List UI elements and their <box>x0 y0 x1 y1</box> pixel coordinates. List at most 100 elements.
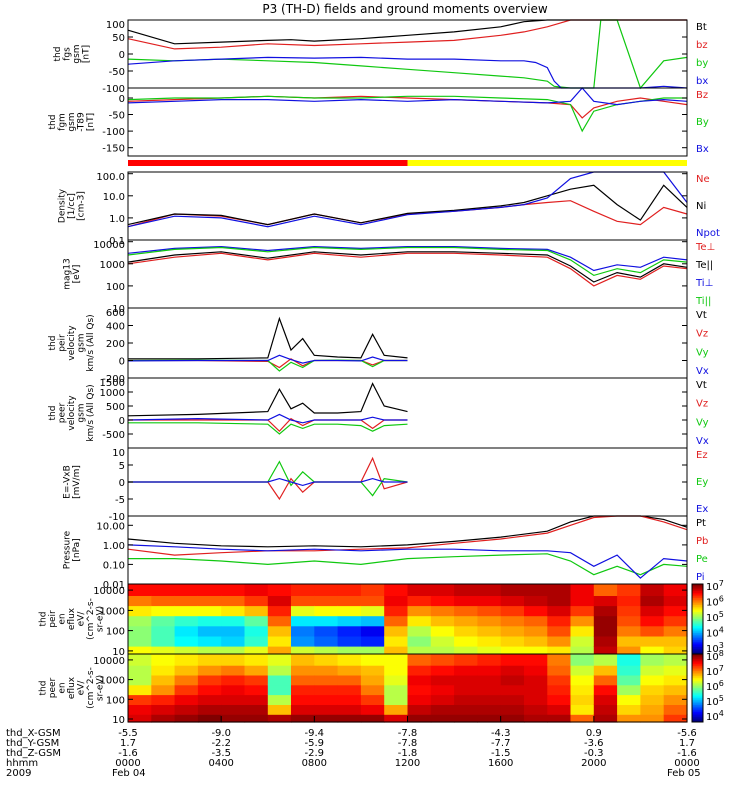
spectrogram-cell <box>524 605 548 617</box>
spectrogram-cell <box>593 714 618 723</box>
y-tick-label: 100 <box>106 20 125 31</box>
spectrogram-cell <box>291 635 315 647</box>
colorbar-step <box>692 705 703 708</box>
spectrogram-cell <box>593 654 618 666</box>
spectrogram-cell <box>197 684 222 696</box>
spectrogram-cell <box>291 674 315 686</box>
y-axis-label-line: thd <box>48 406 58 421</box>
colorbar-step <box>692 626 703 629</box>
y-ticks: 0.01 0.10 1.00 10.00 <box>96 521 687 591</box>
spectrogram-cell <box>617 646 641 655</box>
spectrogram-cell <box>593 674 618 686</box>
spectrogram-cell <box>640 625 665 637</box>
spectrogram-cell <box>663 704 688 715</box>
spectrogram-cell <box>128 595 152 607</box>
y-axis-label: thd peer velocity gsm km/s (All Qs) <box>48 384 96 441</box>
spectrogram-cell <box>524 704 548 715</box>
ephemeris-row-label: thd_Y-GSM <box>6 738 59 749</box>
spectrogram-cell <box>454 635 478 647</box>
spectrogram-cell <box>454 714 478 723</box>
spectrogram-cell <box>384 684 409 696</box>
legend-entry: Bx <box>696 144 709 155</box>
series-lines <box>127 382 408 435</box>
spectrogram-cell <box>151 684 176 696</box>
spectrogram-cell <box>663 635 688 647</box>
series-line-Te|| <box>127 251 688 283</box>
y-axis-label-line: km/s (All Qs) <box>86 314 96 371</box>
series-line-Ey <box>128 460 408 497</box>
y-tick-label: 500 <box>106 402 125 413</box>
ephemeris-value: -7.8 <box>398 738 418 749</box>
spectrogram-cell <box>267 605 292 617</box>
colorbar-step <box>692 633 703 636</box>
spectrogram-cell <box>128 625 152 637</box>
y-tick-label: -500 <box>102 430 125 441</box>
colorbar-label-exponent: 5 <box>719 610 724 619</box>
panel-frame <box>127 171 688 241</box>
y-tick-label: 0.10 <box>103 560 125 571</box>
spectrogram-cell <box>663 615 688 627</box>
ephemeris-value: -0.3 <box>584 748 604 759</box>
y-axis-label-line: gsm <box>67 112 77 131</box>
y-axis-label-line: (cm^2-s- <box>86 598 96 640</box>
spectrogram-cell <box>244 625 269 637</box>
colorbar-label-exponent: 4 <box>719 709 724 718</box>
spectrogram-cell <box>221 654 246 666</box>
legend-entry: Pi <box>696 572 705 583</box>
spectrogram-cell <box>314 674 339 686</box>
spectrogram-cell <box>617 584 641 596</box>
spectrogram-cell <box>454 654 478 666</box>
spectrogram-cell <box>663 694 688 705</box>
spectrogram-cell <box>593 584 618 596</box>
colorbar-step <box>692 636 703 639</box>
spectrogram-cell <box>593 684 618 696</box>
spectrogram-cell <box>151 615 176 627</box>
spectrogram-cell <box>384 635 409 647</box>
series-line-Pe <box>128 553 688 576</box>
spectrogram-cell <box>593 605 618 617</box>
y-axis-label-line: sr-eV) <box>96 606 106 632</box>
series-lines <box>127 515 688 579</box>
ephemeris-year: 2009 <box>6 768 31 779</box>
series-line-bx <box>127 56 688 89</box>
spectrogram-cell <box>640 615 665 627</box>
colorbar-label: 105 <box>706 610 724 624</box>
spectrogram-cell <box>267 646 292 655</box>
spectrogram-cell <box>197 714 222 723</box>
spectrogram-cell <box>128 674 152 686</box>
colorbar-step <box>692 606 703 610</box>
spectrogram-cell <box>663 605 688 617</box>
spectrogram-cell <box>454 665 478 676</box>
spectrogram-cell <box>500 615 525 627</box>
colorbar-step <box>692 601 703 604</box>
spectrogram-cell <box>221 714 246 723</box>
colorbar-step <box>692 689 703 692</box>
spectrogram-cell <box>500 595 525 607</box>
colorbar-step <box>692 645 703 648</box>
spectrogram-cell <box>244 674 269 686</box>
spectrogram-cell <box>640 694 665 705</box>
ephemeris-value: -2.2 <box>211 738 231 749</box>
colorbar-step <box>692 681 703 684</box>
legend-entry: Bt <box>696 22 707 33</box>
y-axis-label-line: [mV/m] <box>72 465 82 499</box>
ephemeris-value: 0000 <box>115 758 140 769</box>
y-ticks: 10 100 1000 10000 <box>93 656 687 726</box>
spectrogram-cell <box>570 635 595 647</box>
series-line-Ti|| <box>127 246 688 277</box>
spectrogram-cell <box>174 714 199 723</box>
y-axis-label: thd peir velocity gsm km/s (All Qs) <box>48 314 96 371</box>
y-axis-label-line: [1/cc] <box>67 193 77 219</box>
colorbar-step <box>692 624 703 627</box>
spectrogram-cell <box>640 714 665 723</box>
spectrogram-cell <box>477 694 502 705</box>
ephemeris-value: -5.9 <box>305 738 325 749</box>
spectrogram-cell <box>430 615 455 627</box>
spectrogram-cell <box>617 605 641 617</box>
spectrogram-cell <box>570 584 595 596</box>
spectrogram-cell <box>617 674 641 686</box>
spectrogram-cell <box>407 674 432 686</box>
y-tick-label: 1000 <box>100 606 125 617</box>
